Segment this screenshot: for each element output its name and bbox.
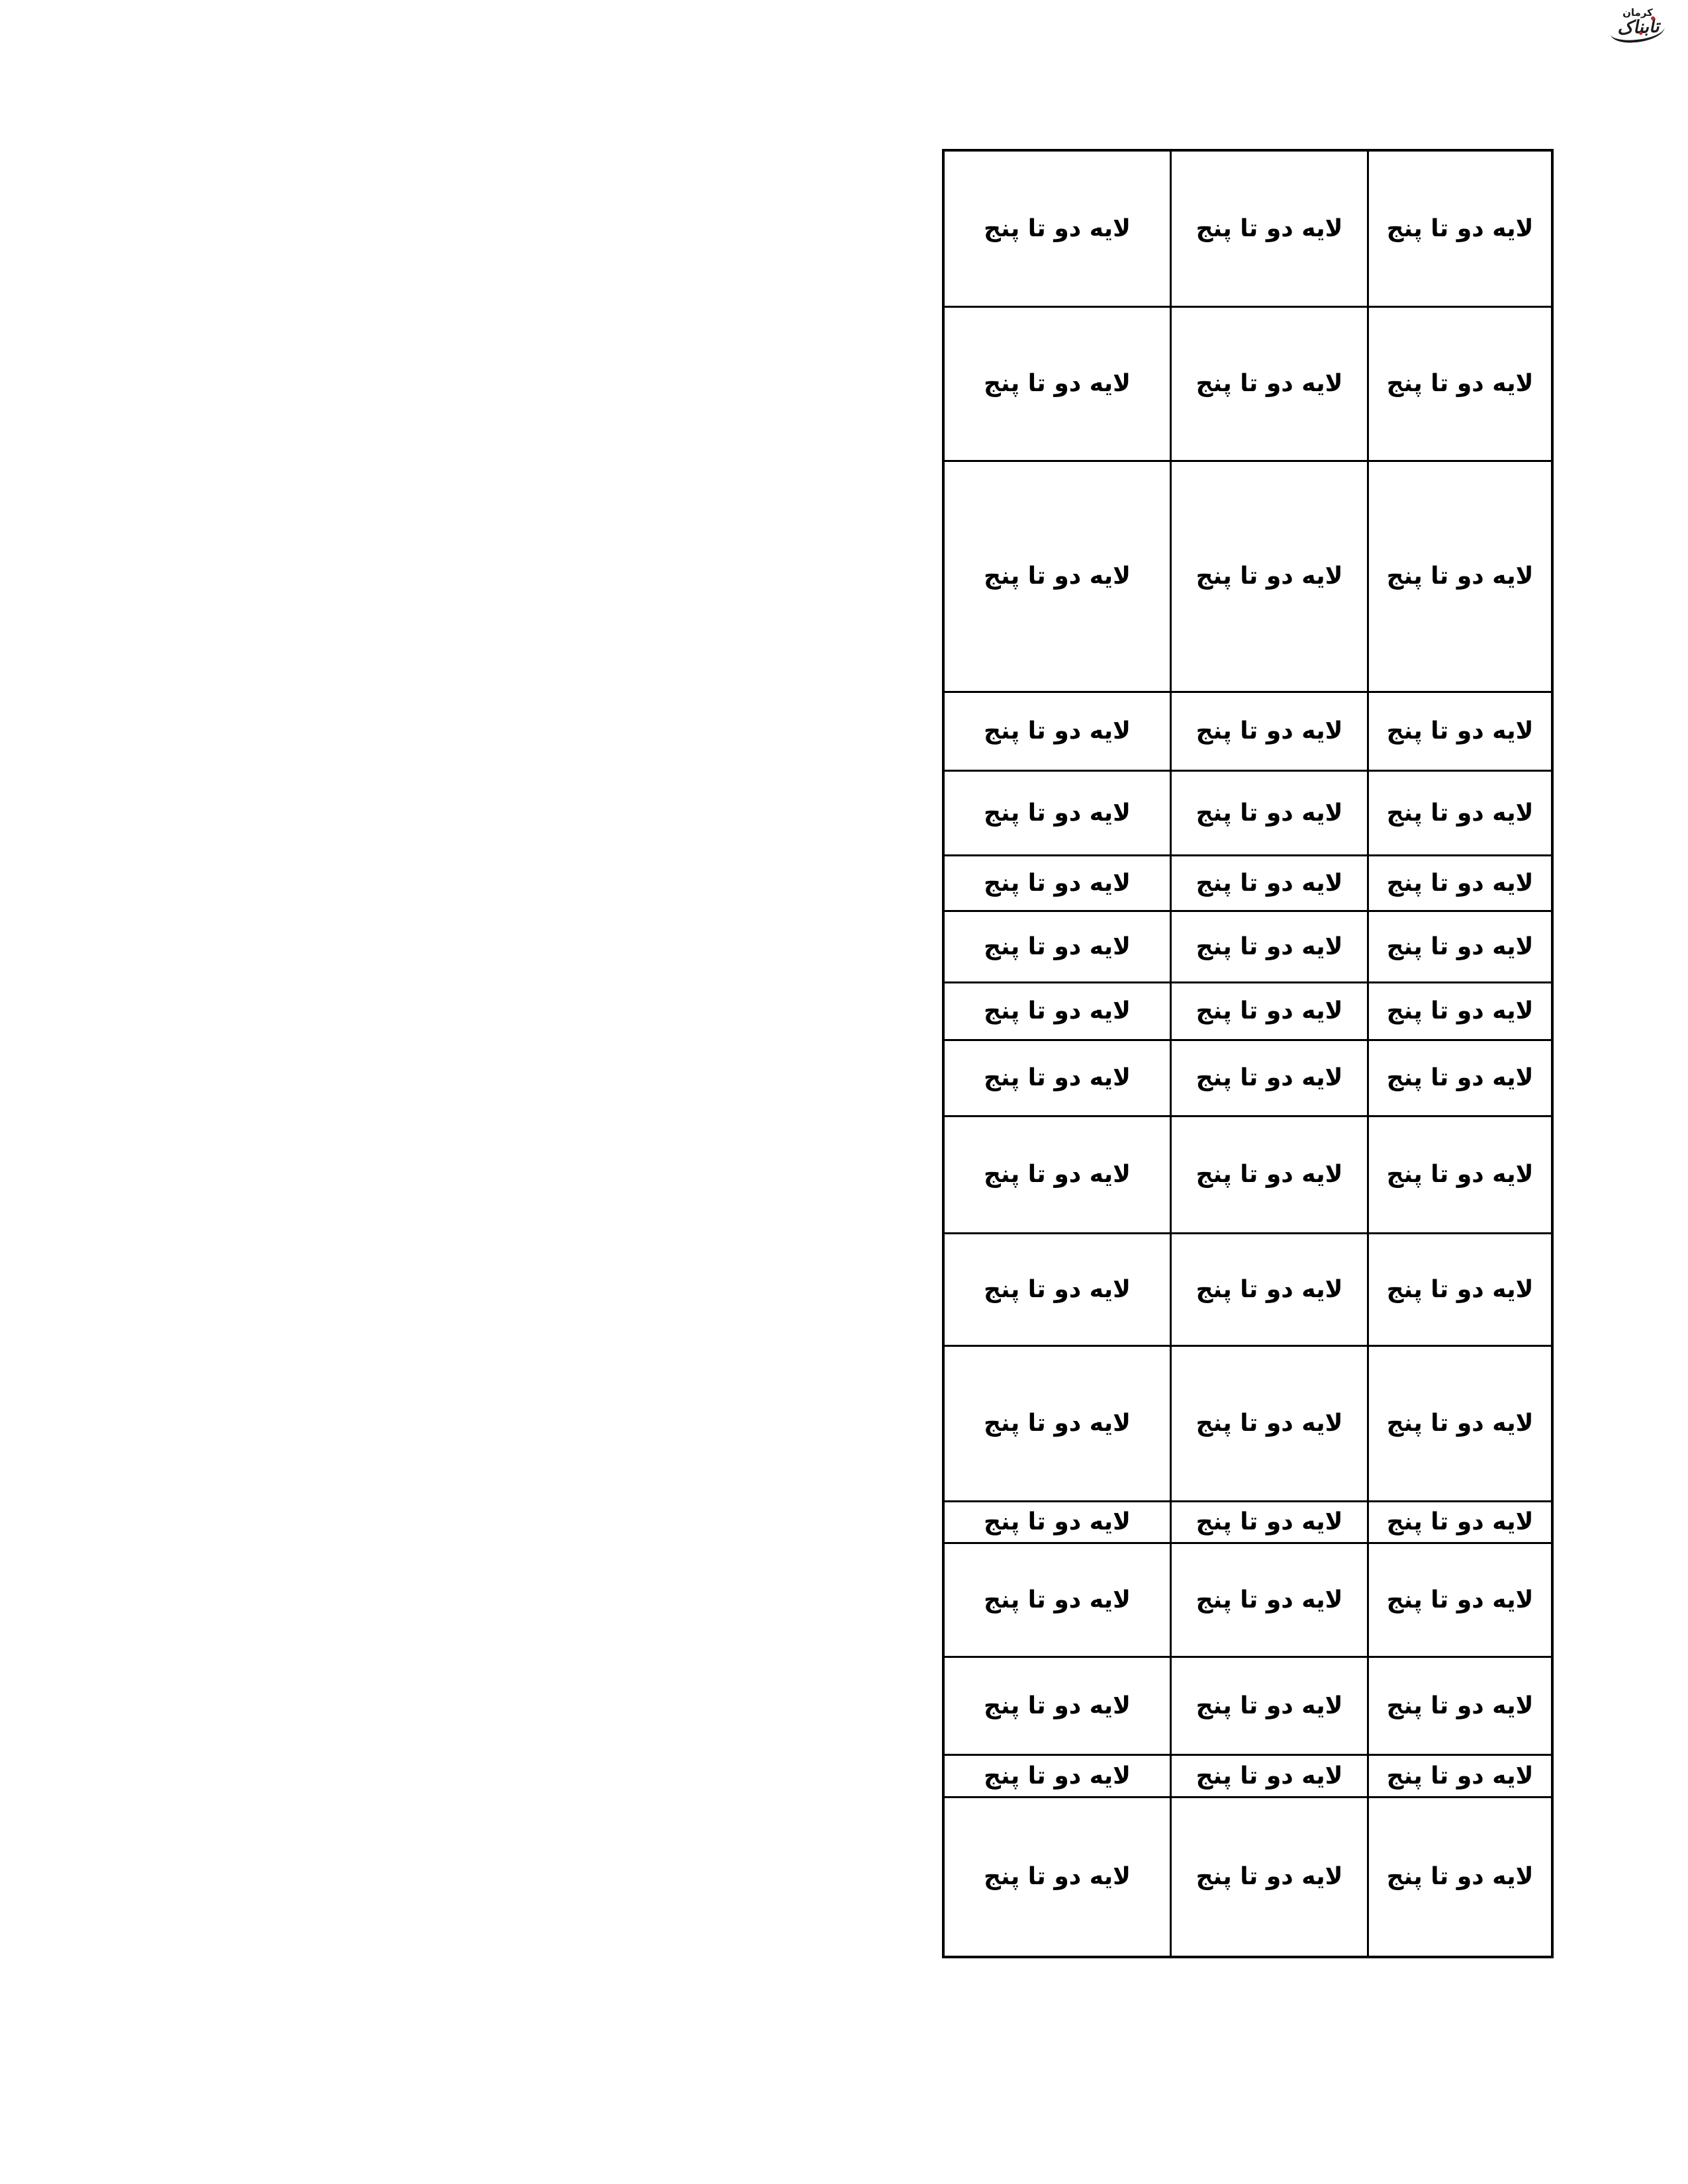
logo-region-text: کرمان <box>1622 7 1653 19</box>
table-cell: لایه دو تا پنج <box>1170 1117 1367 1232</box>
table-cell: لایه دو تا پنج <box>1367 1117 1551 1232</box>
table-row: لایه دو تا پنج لایه دو تا پنج لایه دو تا پ… <box>945 1234 1551 1347</box>
table-cell: لایه دو تا پنج <box>984 1410 1131 1437</box>
table-cell: لایه دو تا پنج <box>1367 1658 1551 1754</box>
table-row: لایه دو تا پنج لایه دو تا پنج لایه دو تا پ… <box>945 1117 1551 1234</box>
table-cell: لایه دو تا پنج <box>984 1863 1131 1890</box>
table-cell: لایه دو تا پنج <box>984 370 1131 397</box>
logo-name-text: تابناک <box>1610 16 1665 44</box>
table-row: لایه دو تا پنج لایه دو تا پنج لایه دو تا پ… <box>945 308 1551 462</box>
table-cell: لایه دو تا پنج <box>1367 1502 1551 1542</box>
layers-table: لایه دو تا پنج لایه دو تا پنج لایه دو تا پ… <box>942 149 1554 1958</box>
table-cell: لایه دو تا پنج <box>984 1064 1131 1091</box>
table-cell: لایه دو تا پنج <box>984 933 1131 960</box>
table-cell: لایه دو تا پنج <box>1170 308 1367 460</box>
table-cell: لایه دو تا پنج <box>1170 912 1367 981</box>
table-cell: لایه دو تا پنج <box>1367 1041 1551 1115</box>
table-row: لایه دو تا پنج لایه دو تا پنج لایه دو تا پ… <box>945 1502 1551 1544</box>
table-row: لایه دو تا پنج لایه دو تا پنج لایه دو تا پ… <box>945 772 1551 856</box>
table-cell: لایه دو تا پنج <box>1170 1544 1367 1656</box>
table-row: لایه دو تا پنج لایه دو تا پنج لایه دو تا پ… <box>945 856 1551 912</box>
table-cell: لایه دو تا پنج <box>1367 772 1551 854</box>
table-cell: لایه دو تا پنج <box>984 717 1131 745</box>
logo-red-dot-icon <box>1638 31 1643 35</box>
table-cell: لایه دو تا پنج <box>984 563 1131 590</box>
table-cell: لایه دو تا پنج <box>1170 693 1367 770</box>
table-row: لایه دو تا پنج لایه دو تا پنج لایه دو تا پ… <box>945 1798 1551 1956</box>
table-cell: لایه دو تا پنج <box>984 1275 1131 1303</box>
table-row: لایه دو تا پنج لایه دو تا پنج لایه دو تا پ… <box>945 912 1551 983</box>
table-cell: لایه دو تا پنج <box>984 1762 1131 1790</box>
table-cell: لایه دو تا پنج <box>984 1161 1131 1188</box>
table-cell: لایه دو تا پنج <box>1367 1544 1551 1656</box>
table-cell: لایه دو تا پنج <box>1170 1798 1367 1956</box>
table-cell: لایه دو تا پنج <box>984 214 1131 242</box>
table-row: لایه دو تا پنج لایه دو تا پنج لایه دو تا پ… <box>945 462 1551 693</box>
table-cell: لایه دو تا پنج <box>1170 856 1367 910</box>
table-row: لایه دو تا پنج لایه دو تا پنج لایه دو تا پ… <box>945 983 1551 1041</box>
table-cell: لایه دو تا پنج <box>1367 1756 1551 1796</box>
table-row: لایه دو تا پنج لایه دو تا پنج لایه دو تا پ… <box>945 1658 1551 1756</box>
table-cell: لایه دو تا پنج <box>1170 152 1367 306</box>
table-row: لایه دو تا پنج لایه دو تا پنج لایه دو تا پ… <box>945 1041 1551 1117</box>
table-row: لایه دو تا پنج لایه دو تا پنج لایه دو تا پ… <box>945 693 1551 772</box>
table-cell: لایه دو تا پنج <box>1367 152 1551 306</box>
table-cell: لایه دو تا پنج <box>984 997 1131 1024</box>
table-cell: لایه دو تا پنج <box>1367 462 1551 691</box>
table-cell: لایه دو تا پنج <box>1170 1502 1367 1542</box>
table-cell: لایه دو تا پنج <box>1170 772 1367 854</box>
table-cell: لایه دو تا پنج <box>984 1692 1131 1719</box>
table-cell: لایه دو تا پنج <box>1170 1041 1367 1115</box>
table-cell: لایه دو تا پنج <box>1170 462 1367 691</box>
table-cell: لایه دو تا پنج <box>1170 1756 1367 1796</box>
table-cell: لایه دو تا پنج <box>1367 983 1551 1039</box>
table-cell: لایه دو تا پنج <box>1367 912 1551 981</box>
table-cell: لایه دو تا پنج <box>1170 1234 1367 1345</box>
table-row: لایه دو تا پنج لایه دو تا پنج لایه دو تا پ… <box>945 1347 1551 1502</box>
table-row: لایه دو تا پنج لایه دو تا پنج لایه دو تا پ… <box>945 152 1551 308</box>
table-cell: لایه دو تا پنج <box>1170 1347 1367 1500</box>
table-cell: لایه دو تا پنج <box>1170 1658 1367 1754</box>
table-cell: لایه دو تا پنج <box>984 1508 1131 1535</box>
logo-red-dot-icon <box>1650 16 1656 21</box>
table-cell: لایه دو تا پنج <box>984 1586 1131 1614</box>
table-cell: لایه دو تا پنج <box>1367 1347 1551 1500</box>
table-cell: لایه دو تا پنج <box>1367 856 1551 910</box>
tabnak-kerman-logo: کرمان تابناک <box>1598 7 1677 44</box>
table-cell: لایه دو تا پنج <box>1367 308 1551 460</box>
table-cell: لایه دو تا پنج <box>1367 1234 1551 1345</box>
table-cell: لایه دو تا پنج <box>984 799 1131 827</box>
table-cell: لایه دو تا پنج <box>1367 693 1551 770</box>
table-row: لایه دو تا پنج لایه دو تا پنج لایه دو تا پ… <box>945 1544 1551 1658</box>
table-cell: لایه دو تا پنج <box>1367 1798 1551 1956</box>
table-cell: لایه دو تا پنج <box>984 869 1131 897</box>
table-row: لایه دو تا پنج لایه دو تا پنج لایه دو تا پ… <box>945 1756 1551 1798</box>
table-cell: لایه دو تا پنج <box>1170 983 1367 1039</box>
